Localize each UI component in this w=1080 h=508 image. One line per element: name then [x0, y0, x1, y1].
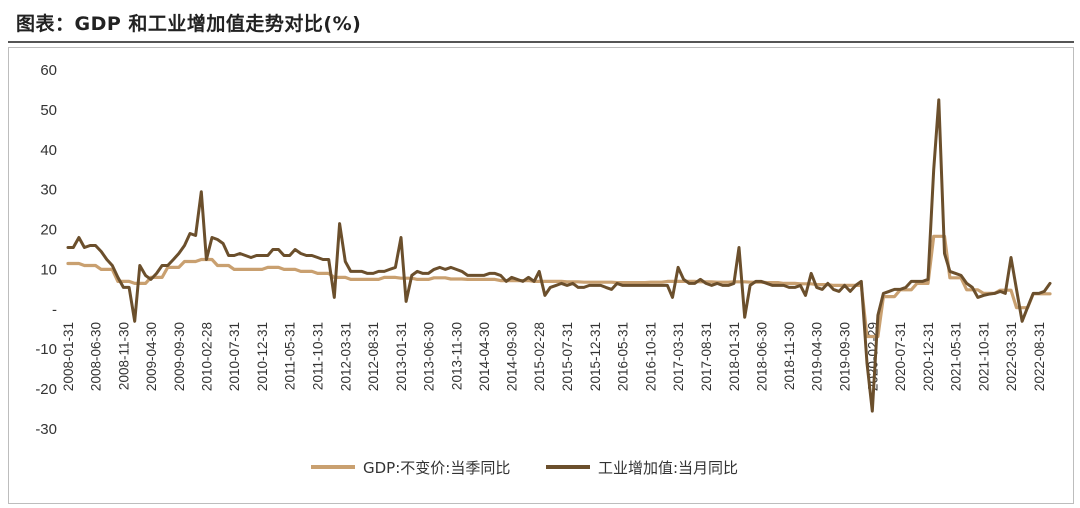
x-tick-label: 2008-01-31	[61, 322, 76, 391]
x-tick-label: 2009-04-30	[144, 322, 159, 391]
x-tick-label: 2008-06-30	[89, 322, 104, 391]
x-tick-label: 2015-12-31	[588, 322, 603, 391]
y-tick-label: -	[52, 301, 57, 318]
x-tick-label: 2021-10-31	[976, 322, 991, 391]
x-tick-label: 2019-09-30	[838, 322, 853, 391]
x-tick-label: 2011-05-31	[283, 322, 298, 390]
x-axis: 2008-01-31 2008-06-30 2008-11-30 2009-04-30…	[61, 322, 1047, 391]
x-tick-label: 2013-11-30	[449, 322, 464, 390]
x-tick-label: 2016-05-31	[616, 322, 631, 391]
x-tick-label: 2022-03-31	[1004, 322, 1019, 391]
x-tick-label: 2010-12-31	[255, 322, 270, 391]
x-tick-label: 2016-10-31	[644, 322, 659, 391]
x-tick-label: 2015-07-31	[560, 322, 575, 391]
x-tick-label: 2013-01-31	[394, 322, 409, 391]
x-tick-label: 2019-04-30	[810, 322, 825, 391]
x-tick-label: 2010-07-31	[227, 322, 242, 391]
x-tick-label: 2021-05-31	[949, 322, 964, 391]
industrial-value-added-series-line	[66, 98, 1052, 413]
y-tick-label: 10	[40, 261, 57, 278]
x-tick-label: 2018-01-31	[727, 322, 742, 391]
x-tick-label: 2013-06-30	[421, 322, 436, 391]
series-group	[66, 98, 1052, 413]
chart-title: 图表：GDP 和工业增加值走势对比(%)	[16, 13, 362, 35]
chart-header: 图表：GDP 和工业增加值走势对比(%)	[0, 0, 1080, 43]
y-tick-label: 40	[40, 142, 57, 159]
chart-frame	[8, 47, 1074, 504]
y-tick-label: -30	[35, 421, 57, 438]
y-tick-label: -10	[35, 341, 57, 358]
y-tick-label: 60	[40, 62, 57, 79]
y-tick-label: 30	[40, 182, 57, 199]
x-tick-label: 2010-02-28	[199, 322, 214, 391]
x-tick-label: 2018-06-30	[754, 322, 769, 391]
legend: GDP:不变价:当季同比 工业增加值:当月同比	[311, 459, 738, 477]
header-divider	[8, 41, 1074, 43]
gdp-series-line	[66, 234, 1052, 339]
x-tick-label: 2017-03-31	[671, 322, 686, 391]
x-tick-label: 2015-02-28	[532, 322, 547, 391]
y-tick-label: 20	[40, 222, 57, 239]
x-tick-label: 2011-10-31	[311, 322, 326, 390]
x-tick-label: 2017-08-31	[699, 322, 714, 391]
x-tick-label: 2020-12-31	[921, 322, 936, 391]
x-tick-label: 2012-03-31	[338, 322, 353, 391]
x-tick-label: 2008-11-30	[116, 322, 131, 390]
x-tick-label: 2014-09-30	[505, 322, 520, 391]
y-tick-label: -20	[35, 381, 57, 398]
x-tick-label: 2022-08-31	[1032, 322, 1047, 391]
x-tick-label: 2009-09-30	[172, 322, 187, 391]
x-tick-label: 2012-08-31	[366, 322, 381, 391]
x-tick-label: 2018-11-30	[782, 322, 797, 390]
y-tick-label: 50	[40, 102, 57, 119]
legend-item-gdp-label: GDP:不变价:当季同比	[363, 459, 510, 477]
x-tick-label: 2014-04-30	[477, 322, 492, 391]
y-axis: 60 50 40 30 20 10 - -10 -20 -30	[35, 62, 57, 438]
legend-item-industrial-value-added-label: 工业增加值:当月同比	[598, 459, 738, 477]
x-tick-label: 2020-07-31	[893, 322, 908, 391]
